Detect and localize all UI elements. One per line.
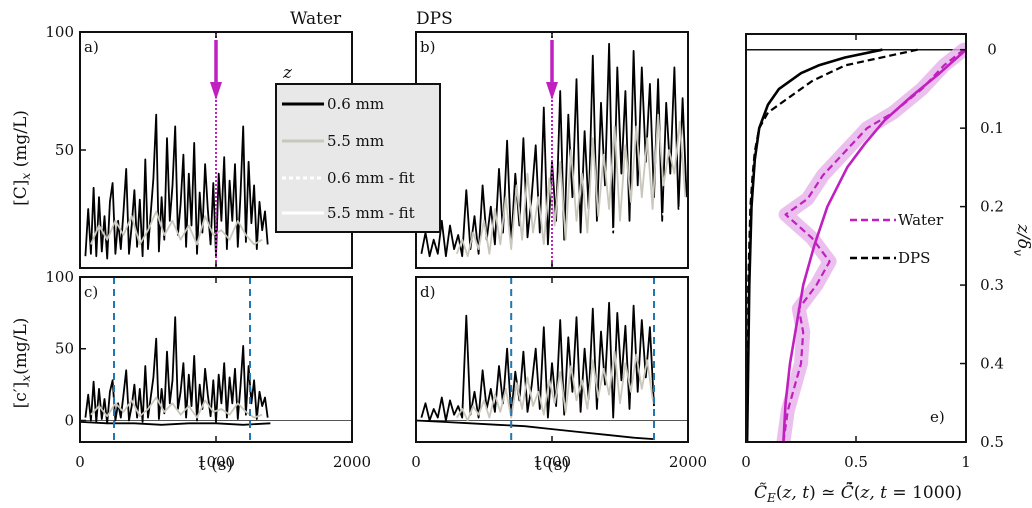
ytick-label-c-2: 100 [45, 268, 74, 286]
xtick-label-c-1: 1000 [197, 453, 235, 471]
xlabel-c: t (s) [199, 455, 233, 475]
z-legend: z 0.6 mm 5.5 mm 0.6 mm - fit 5.5 mm - fi… [275, 63, 441, 233]
xlabel-e: C̃E(z, t) ≃ C̃̄(z, t = 1000) [754, 481, 962, 505]
panel-label-c: c) [84, 283, 98, 301]
panel-label-d: d) [420, 283, 435, 301]
xtick-label-c-2: 2000 [333, 453, 371, 471]
ytick-label-e-5: 0.5 [980, 433, 1004, 451]
z-legend-label-4: 5.5 mm - fit [327, 204, 415, 222]
xtick-label-d-1: 1000 [533, 453, 571, 471]
z-legend-label-3: 0.6 mm - fit [327, 169, 415, 187]
ytick-label-e-3: 0.3 [980, 276, 1004, 294]
ytick-label-a-0: 50 [55, 141, 74, 159]
ylabel-e: z/δv [1011, 223, 1032, 256]
series-b-5-5-mm [455, 113, 687, 258]
panel-label-e: e) [930, 408, 945, 426]
z-legend-label-1: 0.6 mm [327, 95, 384, 113]
z-legend-title: z [282, 63, 293, 83]
ytick-label-e-2: 0.2 [980, 198, 1004, 216]
band-e-0 [776, 42, 966, 442]
ytick-label-e-1: 0.1 [980, 119, 1004, 137]
ytick-label-e-4: 0.4 [980, 355, 1004, 373]
series-d-5-5-mm [456, 350, 654, 422]
e-legend-label-dps: DPS [898, 249, 930, 267]
column-title-dps: DPS [416, 9, 453, 29]
series-c-5-5-mm [90, 396, 263, 419]
series-e-dps-fit [746, 48, 883, 442]
series-a-5-5-mm [90, 210, 263, 246]
series-e-water-fit [782, 48, 966, 442]
series-c-baseline [80, 421, 271, 426]
marker-arrow-head-a [210, 82, 222, 100]
xtick-label-c-0: 0 [75, 453, 85, 471]
column-title-water: Water [290, 9, 342, 29]
e-legend: Water DPS [850, 211, 944, 267]
series-d-baseline [416, 419, 655, 440]
xtick-label-e-1: 0.5 [844, 453, 868, 471]
series-b-0-6-mm [420, 42, 688, 258]
ytick-label-a-1: 100 [45, 23, 74, 41]
panel-label-a: a) [84, 38, 99, 56]
xtick-label-e-2: 1 [961, 453, 971, 471]
marker-arrow-head-b [546, 82, 558, 100]
e-legend-label-water: Water [898, 211, 944, 229]
z-legend-label-2: 5.5 mm [327, 132, 384, 150]
ylabel-c: [c′]x(mg/L) [11, 318, 33, 409]
ytick-label-c-0: 0 [64, 411, 74, 429]
ytick-label-e-0: 0 [987, 41, 997, 59]
ytick-label-c-1: 50 [55, 340, 74, 358]
z-legend-box [275, 83, 441, 233]
xtick-label-d-2: 2000 [669, 453, 707, 471]
xtick-label-d-0: 0 [411, 453, 421, 471]
xlabel-d: t (s) [535, 455, 569, 475]
axes-box-e [745, 33, 967, 443]
series-c-0-6-mm [84, 316, 269, 425]
panel-label-b: b) [420, 38, 435, 56]
xtick-label-e-0: 0 [741, 453, 751, 471]
ylabel-a: [C]x (mg/L) [11, 110, 33, 206]
series-b-5-5-mm-fit [538, 220, 688, 268]
series-a-0-6-mm [84, 113, 269, 260]
